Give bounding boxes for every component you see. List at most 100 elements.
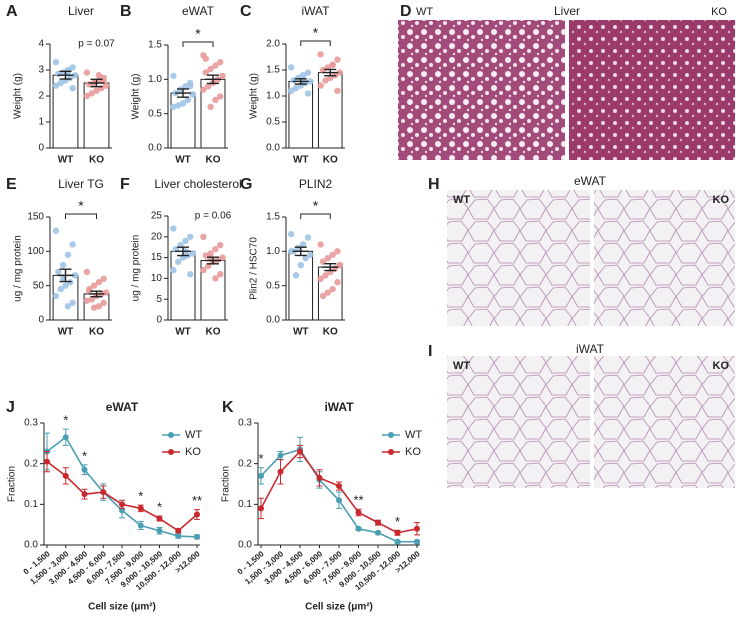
y-axis-label: Fraction bbox=[221, 466, 232, 502]
data-point bbox=[102, 82, 110, 89]
error-bar bbox=[88, 290, 105, 298]
data-point bbox=[375, 519, 381, 526]
data-point bbox=[304, 69, 312, 76]
data-point bbox=[217, 58, 224, 66]
x-tick-label: WT bbox=[293, 327, 309, 338]
error-bar bbox=[57, 70, 74, 80]
data-point bbox=[187, 271, 194, 278]
data-point bbox=[329, 285, 336, 293]
data-point bbox=[200, 233, 207, 240]
data-point bbox=[207, 65, 214, 73]
data-point bbox=[316, 474, 323, 481]
data-point bbox=[57, 285, 64, 293]
error-bar bbox=[322, 262, 339, 272]
data-point bbox=[277, 468, 284, 475]
data-point bbox=[182, 83, 189, 90]
significance-mark: * bbox=[157, 500, 162, 515]
y-tick-label: 0.2 bbox=[24, 458, 38, 469]
data-point bbox=[258, 472, 264, 479]
panel-letter: F bbox=[120, 176, 130, 193]
data-point bbox=[119, 507, 125, 514]
y-tick-label: 1.0 bbox=[266, 91, 280, 102]
significance-mark: * bbox=[195, 26, 201, 42]
panel-letter: J bbox=[6, 399, 15, 416]
data-point bbox=[304, 234, 312, 241]
y-tick-label: 0.0 bbox=[148, 143, 162, 154]
group-label: WT bbox=[416, 6, 433, 18]
data-point bbox=[292, 272, 300, 279]
y-tick-label: 0.5 bbox=[148, 108, 162, 119]
x-tick-label: KO bbox=[89, 155, 104, 166]
x-axis-label: Cell size (μm²) bbox=[88, 602, 156, 613]
data-point bbox=[170, 72, 177, 80]
data-point bbox=[297, 448, 303, 455]
data-point bbox=[317, 82, 324, 89]
y-tick-label: 50 bbox=[33, 280, 45, 291]
data-point bbox=[217, 241, 224, 249]
x-tick-label: KO bbox=[323, 327, 338, 338]
y-tick-label: 1.0 bbox=[148, 74, 162, 85]
data-point bbox=[329, 61, 336, 68]
y-tick-label: 0.5 bbox=[266, 117, 280, 128]
significance-bracket bbox=[65, 213, 97, 219]
data-point bbox=[90, 282, 98, 289]
data-point bbox=[394, 529, 401, 536]
data-point bbox=[62, 434, 69, 441]
legend-marker bbox=[168, 432, 174, 438]
data-point bbox=[64, 303, 72, 310]
x-tick-label: KO bbox=[323, 155, 338, 166]
y-axis-label: Fraction bbox=[7, 466, 18, 502]
y-tick-label: 0.0 bbox=[266, 315, 280, 326]
data-point bbox=[95, 303, 103, 310]
data-point bbox=[299, 72, 307, 79]
data-point bbox=[219, 72, 226, 80]
y-tick-label: 0.1 bbox=[238, 499, 252, 510]
y-tick-label: 0 bbox=[38, 143, 44, 154]
data-point bbox=[304, 90, 312, 97]
panel-title: Liver cholesterol bbox=[154, 177, 241, 191]
data-point bbox=[187, 83, 194, 90]
legend-marker bbox=[168, 449, 174, 455]
data-point bbox=[202, 69, 209, 76]
group-label: KO bbox=[713, 360, 730, 372]
data-point bbox=[200, 86, 207, 93]
data-point bbox=[156, 527, 163, 534]
group-label: KO bbox=[713, 194, 730, 206]
data-point bbox=[287, 248, 295, 255]
data-point bbox=[334, 279, 341, 286]
x-tick-label: WT bbox=[58, 155, 74, 166]
legend-label: WT bbox=[185, 429, 202, 441]
x-tick-label: WT bbox=[175, 327, 191, 338]
data-point bbox=[83, 69, 91, 76]
data-point bbox=[59, 275, 67, 282]
panel-letter: B bbox=[120, 3, 132, 20]
error-bar bbox=[292, 246, 309, 257]
micrograph bbox=[569, 20, 735, 160]
data-point bbox=[62, 282, 69, 289]
error-bar bbox=[205, 74, 221, 85]
data-point bbox=[179, 100, 187, 107]
panel-title: Liver TG bbox=[58, 177, 104, 191]
y-axis-label: ug / mg protein bbox=[13, 235, 24, 302]
data-point bbox=[69, 64, 76, 71]
legend-label: KO bbox=[405, 446, 421, 458]
data-point bbox=[375, 529, 381, 536]
data-point bbox=[194, 511, 200, 518]
data-point bbox=[319, 66, 327, 74]
y-tick-label: 25 bbox=[151, 211, 163, 222]
panel-letter: H bbox=[428, 176, 440, 193]
p-value: p = 0.06 bbox=[195, 211, 232, 222]
data-point bbox=[355, 509, 362, 516]
micrograph bbox=[398, 20, 565, 160]
error-bar bbox=[175, 246, 191, 257]
micrograph-title: eWAT bbox=[574, 174, 607, 188]
error-bar bbox=[205, 256, 221, 265]
y-tick-label: 15 bbox=[151, 252, 163, 263]
data-point bbox=[219, 254, 226, 261]
panel-title: iWAT bbox=[324, 400, 354, 414]
series-line bbox=[46, 460, 198, 532]
y-tick-label: 100 bbox=[27, 246, 44, 257]
panel-title: iWAT bbox=[302, 4, 331, 18]
data-point bbox=[212, 62, 219, 69]
